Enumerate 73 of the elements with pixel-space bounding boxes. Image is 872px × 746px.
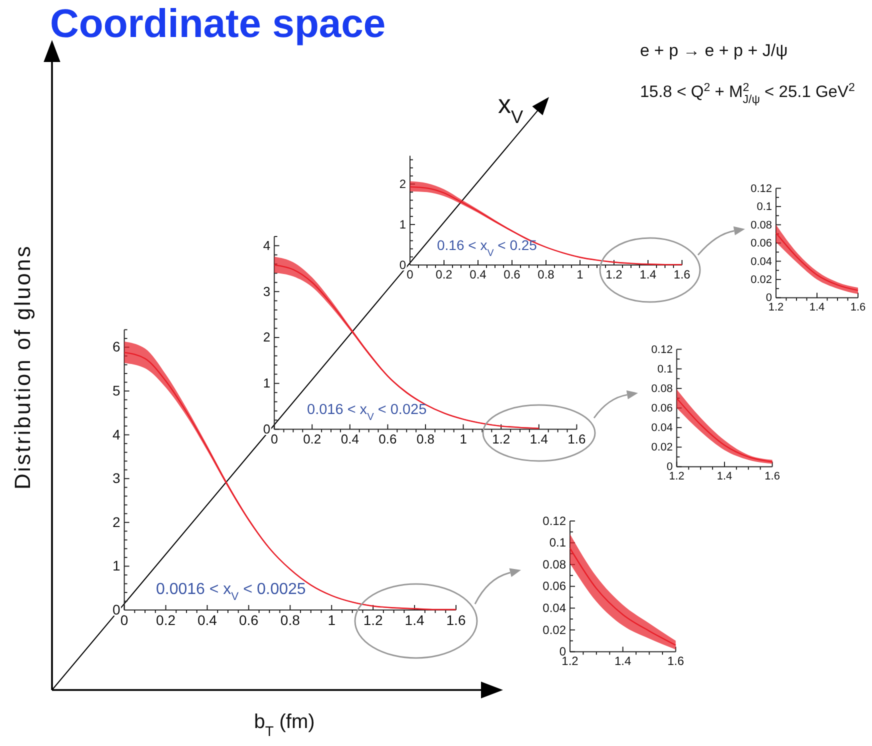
- annotation: 0.0016 < x$_{V}$ < 0.0025: [156, 581, 306, 603]
- y-tick-label: 2: [263, 330, 270, 345]
- x-tick-label: 1.6: [850, 302, 866, 314]
- y-tick-label: 0.02: [750, 274, 772, 286]
- y-tick-label: 4: [112, 426, 121, 442]
- y-tick-label: 3: [112, 470, 121, 486]
- y-tick-label: 0.12: [651, 344, 673, 356]
- y-tick-label: 0.06: [651, 402, 673, 415]
- x-tick-label: 1.4: [716, 470, 732, 483]
- x-tick-label: 1: [576, 268, 584, 282]
- y-tick-label: 0.08: [542, 557, 566, 572]
- x-tick-label: 1.4: [640, 268, 657, 282]
- y-tick-label: 2: [399, 176, 406, 191]
- y-tick-label: 1: [112, 558, 121, 574]
- x-tick-label: 1.2: [363, 612, 384, 628]
- x-tick-label: 1.4: [614, 654, 632, 668]
- y-tick-label: 0.02: [542, 622, 566, 637]
- x-tick-label: 1: [460, 432, 467, 447]
- x-tick-label: 1.6: [764, 470, 780, 483]
- x-tick-label: 0.2: [156, 612, 176, 628]
- x-tick-label: 0.6: [504, 268, 521, 282]
- x-tick-label: 1.2: [606, 268, 623, 282]
- x-tick-label: 0.4: [197, 612, 218, 628]
- y-tick-label: 0.12: [750, 182, 772, 195]
- y-tick-label: 4: [263, 238, 270, 253]
- y-tick-label: 5: [112, 382, 121, 398]
- y-tick-label: 0.04: [750, 256, 772, 268]
- y-tick-label: 6: [112, 338, 121, 355]
- y-tick-label: 1: [263, 376, 270, 391]
- text: Distribution of gluons: [10, 244, 35, 490]
- x-tick-label: 1.6: [674, 268, 691, 282]
- x-tick-label: 1: [328, 612, 336, 628]
- x-tick-label: 1.2: [492, 432, 510, 447]
- text: Coordinate space: [50, 2, 386, 46]
- x-tick-label: 0.6: [378, 432, 397, 447]
- text: b$_{T}$ (fm): [254, 711, 315, 739]
- x-tick-label: 1.4: [530, 432, 548, 447]
- y-tick-label: 3: [263, 284, 270, 299]
- annotation: 0.16 < x$_{V}$ < 0.25: [437, 237, 538, 258]
- y-tick-label: 0.02: [651, 442, 673, 454]
- y-tick-label: 0.08: [750, 219, 772, 232]
- x-tick-label: 0.2: [436, 268, 453, 282]
- x-tick-label: 1.4: [404, 612, 424, 628]
- x-tick-label: 0.8: [416, 432, 435, 447]
- x-tick-label: 0.4: [340, 432, 359, 447]
- text: e + p → e + p + J/ψ: [640, 41, 788, 60]
- y-tick-label: 0: [263, 421, 270, 436]
- x-tick-label: 1.6: [446, 612, 466, 628]
- text: 15.8 < Q$^{2}$ + M$^{2}$$_{J/ψ}$ < 25.1 GeV$^{2}$: [640, 82, 855, 106]
- x-tick-label: 1.2: [768, 302, 784, 314]
- y-tick-label: 0.1: [657, 363, 673, 376]
- x-tick-label: 1.6: [667, 654, 684, 668]
- text: x$_{V}$: [498, 89, 524, 127]
- y-tick-label: 0.1: [549, 536, 566, 550]
- y-tick-label: 0.1: [756, 201, 772, 214]
- y-tick-label: 0.06: [542, 579, 566, 594]
- x-tick-label: 0.8: [280, 612, 300, 628]
- y-tick-label: 1: [399, 217, 406, 232]
- y-tick-label: 2: [112, 514, 121, 530]
- y-tick-label: 0.08: [651, 382, 673, 395]
- x-tick-label: 1.2: [669, 470, 684, 483]
- y-tick-label: 0: [399, 258, 406, 272]
- y-tick-label: 0.04: [651, 422, 673, 434]
- y-tick-label: 0.12: [542, 514, 566, 528]
- x-tick-label: 0.4: [470, 268, 487, 282]
- x-tick-label: 1.6: [568, 432, 586, 447]
- x-tick-label: 0.6: [238, 612, 259, 628]
- y-tick-label: 0.04: [542, 600, 566, 615]
- annotation: 0.016 < x$_{V}$ < 0.025: [307, 402, 427, 422]
- x-tick-label: 1.4: [809, 302, 825, 314]
- x-tick-label: 0.8: [538, 268, 555, 282]
- y-tick-label: 0.06: [750, 238, 772, 250]
- x-tick-label: 0.2: [303, 432, 322, 447]
